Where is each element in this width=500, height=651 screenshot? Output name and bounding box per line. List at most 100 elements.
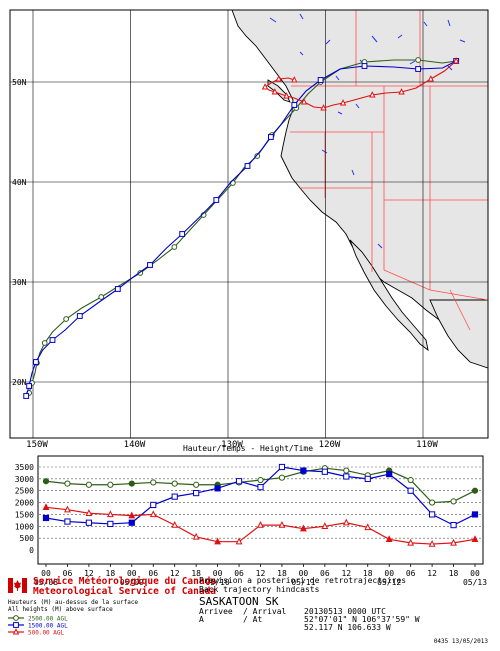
height-point [343,473,350,480]
legend-label: 500.00 AGL [28,630,65,637]
timestamp-footer: 0435 13/05/2013 [434,638,489,645]
height-point [407,538,415,546]
arrival-coord-dms: 52°07'01" N 106°37'59" W [304,615,420,624]
height-point [150,501,157,509]
y-tick-label: 2500 [15,487,34,496]
height-point [128,519,135,526]
trajectory-marker [41,340,48,346]
height-point [85,519,93,526]
trajectory-marker [317,77,324,83]
x-hour-label: 18 [277,569,287,578]
y-tick-label: 3500 [15,463,34,472]
legend-label: 2500.00 AGL [28,616,68,623]
at-label: / At [243,615,262,624]
map-panel: 50N 40N 30N 20N 150W 140W 130W 120W 110W [9,9,489,450]
height-point [342,518,350,526]
lakes [269,13,466,249]
legend: Hauteurs (M) au-dessus de la surface All… [8,599,138,637]
y-tick-label: 2000 [15,499,34,508]
trajectory-marker [452,57,460,64]
height-point [128,511,136,519]
height-point [343,467,350,474]
height-point [42,503,50,511]
trajectory-marker [98,294,105,300]
logo-line-english: Meteorological Service of Canada [33,586,216,597]
height-point [471,487,479,494]
trajectory-marker [339,99,347,106]
x-hour-label: 00 [299,569,309,578]
y-tick-label: 0 [29,546,34,555]
trajectory-marker [23,393,30,399]
trajectory-marker [63,316,70,322]
trajectory-marker [213,197,220,203]
height-point [257,484,264,491]
x-hour-label: 12 [427,569,437,578]
y-tick-label: 500 [20,534,35,543]
lon-label: 110W [416,440,438,450]
x-hour-label: 12 [84,569,94,578]
height-time-series [42,463,479,547]
height-point [278,520,286,528]
height-point [471,535,479,543]
trajectory-marker [415,66,422,72]
info-line-french: Prevision a posteriori de retrotrajectoi… [199,576,406,585]
arrivee-label: Arrivee [199,607,233,616]
baja-peninsula [349,239,429,352]
arrival-label: / Arrival [243,607,287,616]
x-hour-label: 06 [406,569,416,578]
x-hour-label: 12 [341,569,351,578]
height-point [364,523,372,531]
height-point [106,510,114,518]
x-hour-label: 06 [234,569,244,578]
flag-right-bar [22,578,27,593]
lon-label: 120W [319,440,341,450]
legend-marker-icon [13,615,19,621]
trajectory-marker [415,57,422,63]
height-point [42,478,50,485]
height-point [386,471,393,478]
height-point [107,520,114,528]
x-hour-label: 00 [41,569,51,578]
x-hour-label: 18 [191,569,201,578]
x-date-label: 05/10 [206,578,230,587]
x-date-label: 05/11 [291,578,315,587]
info-block: Prevision a posteriori de retrotrajectoi… [199,576,420,632]
height-point [171,520,179,528]
height-point [149,510,157,518]
height-point [235,537,243,545]
x-hour-label: 12 [170,569,180,578]
height-point [171,480,178,487]
trajectory-marker [291,76,298,83]
x-hour-label: 18 [106,569,116,578]
height-point [214,537,222,545]
x-hour-label: 00 [213,569,223,578]
trajectory-marker [427,75,435,82]
height-point [42,514,50,522]
x-hour-label: 06 [63,569,73,578]
lon-label: 130W [221,440,243,450]
arrival-coord-decimal: 52.117 N 106.633 W [304,623,391,632]
trajectory-marker [26,383,33,389]
legend-marker-icon [13,622,19,628]
height-point [171,493,178,500]
x-hour-label: 00 [470,569,480,578]
height-point [450,538,457,546]
height-point [192,532,200,540]
trajectory-marker [320,104,327,111]
lat-label: 50N [12,78,27,87]
trajectory-marker [398,88,405,95]
x-hour-label: 00 [384,569,394,578]
x-date-label: 05/09 [120,578,144,587]
y-tick-label: 1500 [15,510,34,519]
height-point [150,479,157,486]
height-point [64,518,71,525]
height-point [428,539,436,547]
lat-label: 30N [12,278,27,287]
height-point [299,524,307,532]
x-hour-label: 06 [148,569,158,578]
station-name: SASKATOON SK [199,595,279,608]
y-tick-label: 1000 [15,522,34,531]
trajectory-marker [114,286,121,292]
